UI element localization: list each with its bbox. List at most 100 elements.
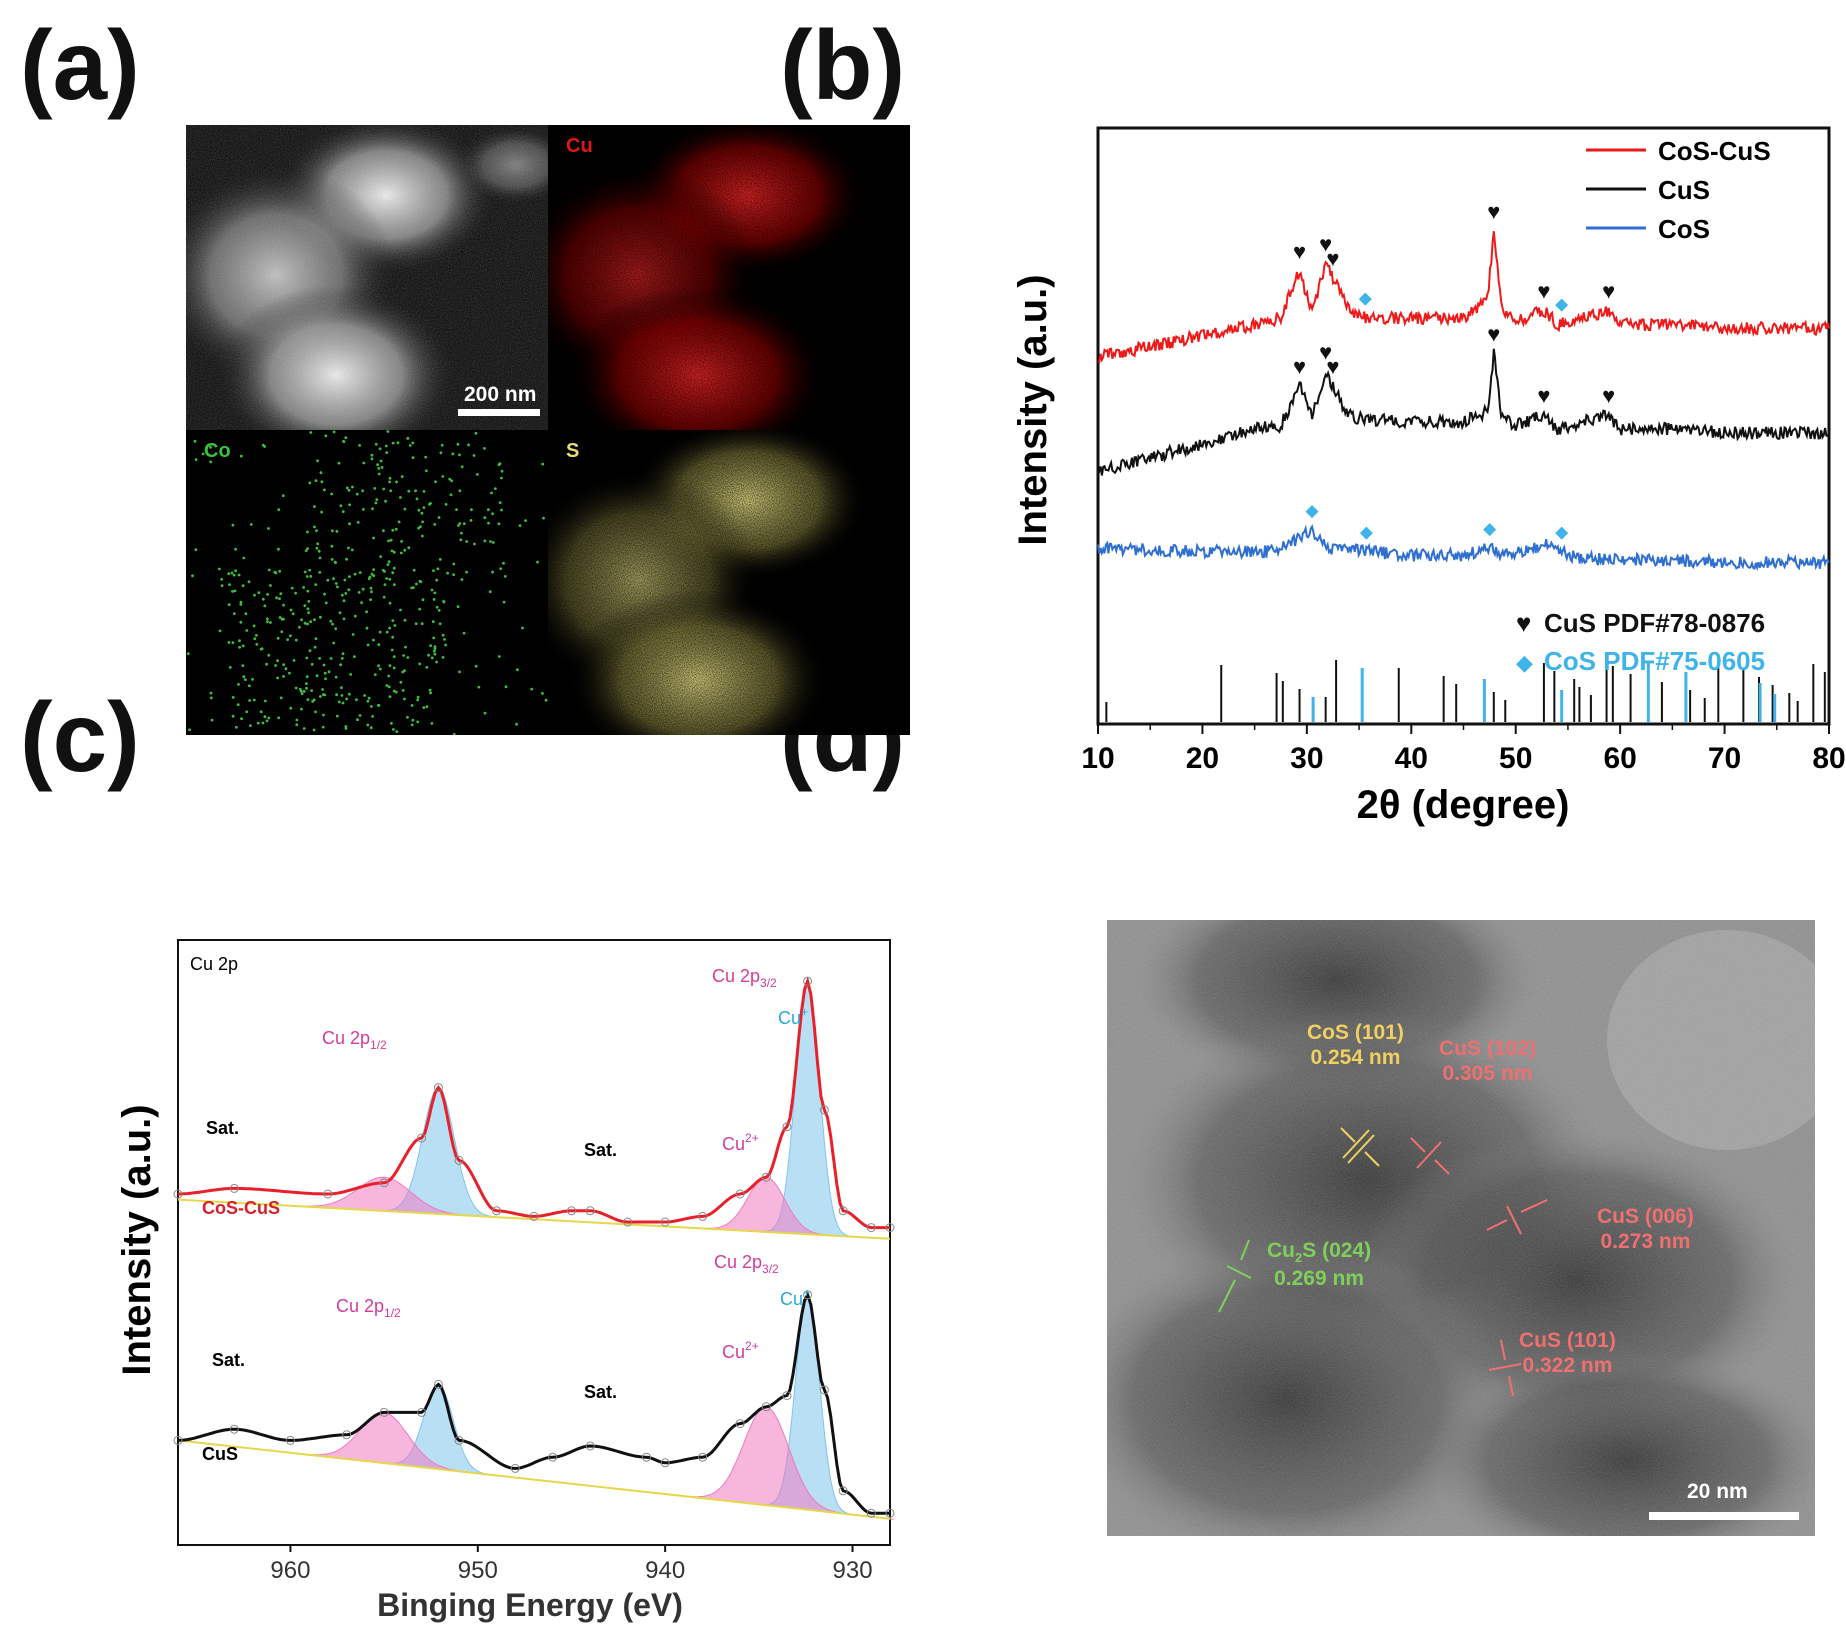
top-sat2-label: Sat. [584, 1140, 617, 1160]
co-dot [302, 727, 306, 730]
cus-peak-marker: ♥ [1293, 354, 1306, 379]
xps-corner-label: Cu 2p [190, 954, 238, 974]
co-dot [191, 574, 194, 578]
xps-data-point [885, 1508, 895, 1518]
top-cu-plus-label: Cu+ [778, 1005, 808, 1028]
co-dot [360, 601, 363, 605]
co-dot [530, 687, 534, 691]
co-dot [367, 696, 371, 700]
co-dot [362, 508, 365, 511]
co-dot [334, 675, 338, 679]
co-dot [477, 685, 481, 689]
co-dot [249, 724, 252, 727]
co-dot [273, 570, 277, 574]
co-dot [292, 659, 296, 662]
co-dot [335, 529, 339, 533]
co-dot [245, 710, 249, 714]
co-dot [280, 630, 284, 634]
hrtem-image [1107, 920, 1815, 1536]
annotation-cos-101: CoS (101) 0.254 nm [1307, 1021, 1404, 1070]
co-dot [456, 605, 460, 608]
co-dot [306, 622, 309, 626]
co-map-tile: Co [186, 430, 548, 735]
xps-data-point [803, 1290, 813, 1300]
co-dot [263, 604, 267, 608]
ref-legend-cos-label: CoS PDF#75-0605 [1544, 646, 1765, 676]
co-dot [474, 664, 478, 668]
co-dot [504, 685, 508, 689]
co-dot [305, 682, 308, 685]
co-dot [395, 730, 399, 733]
co-dot [194, 548, 198, 552]
co-dot [324, 601, 328, 605]
co-dot [457, 524, 460, 527]
co-dot [227, 603, 231, 607]
co-dot [458, 670, 461, 674]
co-dot [239, 454, 243, 458]
co-dot [462, 522, 466, 525]
cu-map-image [548, 125, 910, 430]
xrd-peak-markers: ♥ ♥♥♥♥ ♥◆ ◆♥♥♥♥♥ ♥◆◆ ◆ ◆ [1293, 199, 1615, 541]
co-dot [406, 656, 410, 659]
cos-peak-marker: ◆ [1483, 519, 1497, 538]
co-dot [388, 476, 392, 480]
co-dot [351, 633, 355, 636]
co-dot [248, 684, 251, 688]
co-dot [370, 590, 373, 594]
co-dot [377, 664, 380, 668]
annotation-cu2s-024: Cu2S (024) 0.269 nm [1267, 1239, 1372, 1290]
xps-data-point [803, 976, 813, 986]
co-dot [302, 586, 305, 589]
co-dot [456, 442, 460, 446]
co-dot [397, 520, 401, 524]
co-dot [387, 674, 391, 678]
co-dot [370, 705, 373, 708]
co-dot [544, 698, 548, 702]
co-dot [491, 570, 494, 574]
co-dot [231, 641, 235, 644]
co-dot [429, 691, 432, 695]
bottom-sample-label: CuS [202, 1444, 238, 1464]
co-dot [231, 696, 235, 699]
xps-data-point [379, 1178, 389, 1188]
co-dot [488, 590, 492, 594]
co-dot [353, 614, 357, 618]
xps-data-point [529, 1211, 539, 1221]
co-dot [393, 624, 397, 627]
co-dot [491, 541, 495, 544]
co-dot [291, 612, 295, 616]
co-dot [455, 508, 458, 511]
co-dot [438, 622, 442, 626]
xps-data-point [342, 1430, 352, 1440]
co-dot [421, 534, 424, 538]
co-dot [439, 451, 443, 455]
co-dot [433, 591, 437, 595]
co-dot [422, 506, 426, 509]
co-dot [282, 663, 285, 667]
co-dot [332, 641, 336, 645]
co-dot [404, 645, 407, 649]
xps-fitted-components [177, 980, 894, 1520]
co-dot [284, 667, 288, 671]
co-dot [339, 663, 342, 667]
co-dot [255, 633, 258, 637]
co-dot [365, 626, 369, 630]
xrd-tick-label-60: 60 [1603, 742, 1636, 775]
co-dot [433, 647, 437, 651]
co-dot [331, 622, 334, 626]
xrd-x-ticks: 10 20 30 40 50 60 70 80 [1081, 724, 1846, 775]
co-dot [321, 725, 325, 729]
xrd-tick-label-30: 30 [1290, 742, 1323, 775]
co-dot [313, 525, 316, 529]
co-dot [392, 583, 396, 586]
co-dot [500, 476, 503, 480]
co-dot [435, 660, 438, 664]
xps-series-cus [177, 1291, 890, 1515]
scale-bar-200nm [458, 409, 540, 416]
co-dot [277, 508, 281, 512]
co-dot [234, 547, 237, 551]
co-dot [446, 571, 449, 575]
ref-legend-cus-symbol: ♥ [1516, 608, 1531, 638]
co-dot [490, 491, 493, 495]
co-dot [399, 680, 403, 684]
